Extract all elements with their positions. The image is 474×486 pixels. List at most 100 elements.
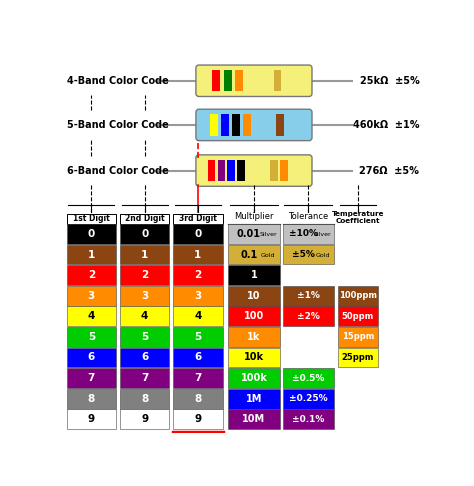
Bar	[228, 224, 280, 244]
Text: 6: 6	[194, 352, 201, 363]
Text: ±5%: ±5%	[292, 250, 315, 259]
Text: 0.01: 0.01	[237, 229, 261, 239]
Text: 2: 2	[88, 270, 95, 280]
Bar	[235, 70, 243, 91]
Text: 1: 1	[141, 249, 148, 260]
Text: 460kΩ  ±1%: 460kΩ ±1%	[353, 120, 419, 130]
Bar	[283, 389, 334, 409]
Text: Gold: Gold	[261, 253, 275, 258]
Bar	[66, 327, 116, 347]
Bar	[120, 327, 170, 347]
Bar	[337, 327, 378, 347]
Bar	[120, 244, 170, 264]
Bar	[120, 307, 170, 326]
Bar	[173, 409, 223, 429]
Text: 0: 0	[88, 229, 95, 239]
Text: 276Ω  ±5%: 276Ω ±5%	[359, 166, 419, 175]
Text: 7: 7	[194, 373, 201, 383]
Text: 4-Band Color Code: 4-Band Color Code	[66, 76, 168, 86]
Bar	[228, 160, 235, 181]
Text: 100: 100	[244, 312, 264, 321]
Bar	[173, 214, 223, 224]
Text: 9: 9	[141, 414, 148, 424]
Bar	[337, 347, 378, 367]
Text: 5: 5	[141, 332, 148, 342]
Text: 2: 2	[194, 270, 201, 280]
Text: 0: 0	[141, 229, 148, 239]
Text: 2: 2	[141, 270, 148, 280]
Bar	[120, 347, 170, 367]
Text: 3: 3	[141, 291, 148, 301]
Bar	[173, 368, 223, 388]
Text: 4: 4	[194, 312, 201, 321]
Text: 7: 7	[88, 373, 95, 383]
Bar	[66, 307, 116, 326]
Bar	[228, 244, 280, 264]
Bar	[228, 265, 280, 285]
Text: ±10%: ±10%	[289, 229, 318, 239]
Bar	[66, 347, 116, 367]
Bar	[173, 389, 223, 409]
Bar	[66, 265, 116, 285]
Text: 6-Band Color Code: 6-Band Color Code	[66, 166, 168, 175]
Text: Temperature
Coefficient: Temperature Coefficient	[332, 211, 384, 225]
Bar	[283, 307, 334, 326]
Text: ±0.1%: ±0.1%	[292, 415, 325, 424]
Bar	[283, 244, 334, 264]
Bar	[120, 224, 170, 244]
Text: 1M: 1M	[246, 394, 262, 404]
Bar	[66, 368, 116, 388]
Text: 7: 7	[141, 373, 148, 383]
Text: Gold: Gold	[316, 253, 330, 258]
Bar	[237, 160, 245, 181]
Bar	[212, 70, 220, 91]
Text: 5: 5	[88, 332, 95, 342]
Text: 1k: 1k	[247, 332, 261, 342]
Bar	[120, 214, 170, 224]
Bar	[173, 327, 223, 347]
Bar	[66, 409, 116, 429]
Bar	[283, 368, 334, 388]
Text: 8: 8	[141, 394, 148, 404]
Text: 5-Band Color Code: 5-Band Color Code	[66, 120, 168, 130]
Bar	[218, 160, 225, 181]
Text: Tolerance: Tolerance	[288, 212, 328, 221]
Text: 50ppm: 50ppm	[342, 312, 374, 321]
Text: 4: 4	[141, 312, 148, 321]
Text: ±2%: ±2%	[297, 312, 320, 321]
FancyBboxPatch shape	[196, 65, 312, 97]
Text: 1: 1	[88, 249, 95, 260]
Text: 0.1: 0.1	[240, 249, 257, 260]
Text: 25ppm: 25ppm	[342, 353, 374, 362]
FancyBboxPatch shape	[196, 155, 312, 186]
Bar	[66, 214, 116, 224]
Text: Silver: Silver	[314, 232, 331, 238]
Text: 4: 4	[88, 312, 95, 321]
Bar	[120, 286, 170, 306]
Text: 1: 1	[251, 270, 257, 280]
Bar	[274, 70, 282, 91]
Bar	[283, 409, 334, 429]
Bar	[173, 347, 223, 367]
Bar	[224, 70, 232, 91]
Bar	[271, 160, 278, 181]
Text: ±0.5%: ±0.5%	[292, 374, 325, 382]
Text: Multiplier: Multiplier	[234, 212, 273, 221]
Bar	[228, 307, 280, 326]
Bar	[283, 224, 334, 244]
Bar	[120, 368, 170, 388]
Bar	[173, 307, 223, 326]
Bar	[120, 389, 170, 409]
Text: 25kΩ  ±5%: 25kΩ ±5%	[359, 76, 419, 86]
Bar	[173, 224, 223, 244]
Text: 100k: 100k	[240, 373, 267, 383]
Bar	[228, 347, 280, 367]
Text: 3rd Digit: 3rd Digit	[179, 214, 217, 224]
Text: 1st Digit: 1st Digit	[73, 214, 110, 224]
Bar	[283, 286, 334, 306]
Text: 6: 6	[141, 352, 148, 363]
Bar	[228, 327, 280, 347]
Text: ±1%: ±1%	[297, 291, 320, 300]
Bar	[337, 307, 378, 326]
Bar	[228, 389, 280, 409]
